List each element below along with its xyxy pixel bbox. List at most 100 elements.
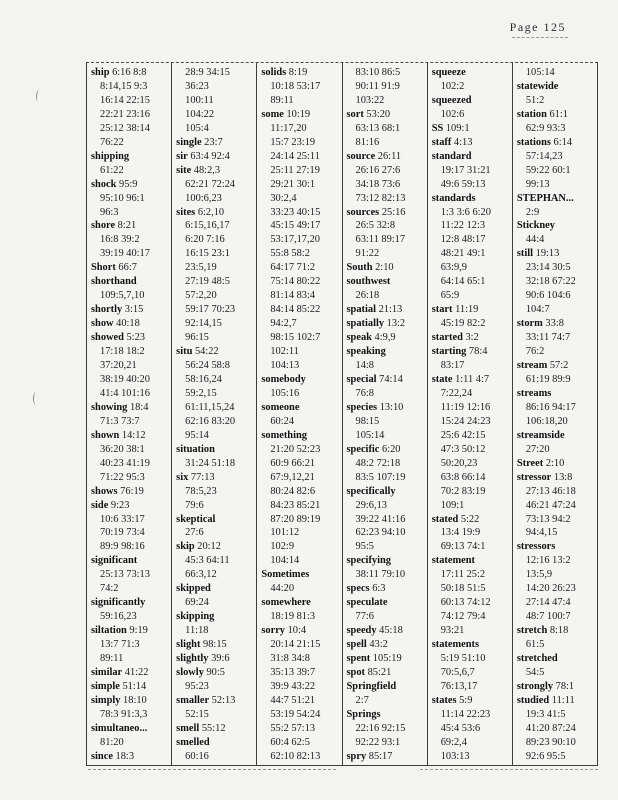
index-entry: spell 43:2 [346, 639, 388, 651]
index-headword: special [346, 373, 377, 385]
index-entry-continuation: 103:13 [440, 750, 470, 762]
index-entry: Stickney [517, 219, 596, 233]
index-headword: showed [91, 332, 124, 344]
index-entry-continuation: 56:24 58:8 [185, 360, 230, 372]
index-entry-continuation: 17:18 18:2 [100, 346, 145, 358]
index-entry-continuation: 83:17 [440, 360, 465, 372]
index-headword: similar [91, 666, 123, 678]
index-entry: shows 76:19 [91, 485, 144, 497]
index-entry: Springfield [347, 680, 426, 694]
index-entry-continuation: 94:4,15 [525, 527, 558, 539]
index-entry-continuation: 24:14 25:11 [270, 150, 320, 162]
index-entry: speculate [347, 596, 426, 610]
index-entry-continuation: 64:17 71:2 [270, 262, 316, 274]
index-entry-continuation: 57:2,20 [185, 290, 217, 302]
index-entry-continuation: 89:11 [270, 94, 294, 106]
index-headword: started [431, 332, 463, 344]
index-entry-continuation: 102:11 [270, 346, 299, 358]
index-column-6: 105:14 statewide 51:2 station 61:1 62:9 93:3… [513, 63, 597, 765]
index-entry-continuation: 16:15 23:1 [185, 248, 230, 260]
index-headword: streams [516, 387, 552, 399]
index-entry-continuation: 8:14,15 9:3 [100, 80, 148, 92]
index-entry: state 1:11 4:7 [431, 373, 490, 385]
index-entry-continuation: 29:21 30:1 [270, 178, 316, 190]
index-entry: slowly 90:5 [176, 666, 225, 678]
index-headword: shortly [91, 304, 123, 316]
index-entry-continuation: 32:18 67:22 [525, 276, 576, 288]
index-entry: staff 4:13 [431, 136, 473, 148]
index-headword: showing [91, 401, 128, 413]
index-headword: Springs [346, 708, 381, 720]
index-entry-continuation: 86:16 94:17 [525, 401, 576, 413]
index-entry-continuation: 106:18,20 [525, 415, 568, 427]
index-entry: simple 51:14 [91, 680, 147, 692]
index-entry-continuation: 10:18 53:17 [270, 80, 321, 92]
index-entry: statements [432, 638, 511, 652]
index-headword: sorry [261, 625, 286, 637]
index-entry-continuation: 19:3 41:5 [525, 708, 566, 720]
index-entry-continuation: 11:22 12:3 [440, 220, 486, 232]
index-entry-continuation: 22:21 23:16 [100, 108, 150, 120]
index-entry: statement [432, 554, 511, 568]
index-entry: side 9:23 [91, 499, 130, 511]
index-entry: smelled [176, 736, 255, 750]
index-entry-continuation: 104:7 [525, 304, 550, 316]
index-entry-continuation: 83:5 107:19 [355, 471, 406, 483]
index-entry: shipping [91, 150, 170, 164]
index-entry-continuation: 55:2 57:13 [270, 722, 316, 734]
index-entry-continuation: 71:22 95:3 [100, 471, 145, 483]
index-entry-continuation: 74:12 79:4 [440, 611, 486, 623]
index-entry-continuation: 37:20,21 [100, 360, 137, 372]
index-headword: some [261, 108, 284, 120]
index-entry-continuation: 79:6 [185, 499, 204, 511]
index-entry: spent 105:19 [346, 653, 402, 665]
index-headword: side [91, 499, 109, 511]
index-entry-continuation: 34:18 73:6 [355, 178, 401, 190]
index-entry-continuation: 96:3 [100, 206, 119, 218]
index-headword: slightly [176, 653, 209, 665]
index-headword: solids [261, 67, 287, 78]
index-headword: South [346, 262, 373, 274]
index-entry-continuation: 7:22,24 [440, 387, 473, 399]
index-entry-continuation: 100:11 [185, 94, 214, 106]
index-entry-continuation: 5:19 51:10 [440, 653, 486, 665]
index-entry-continuation: 70:2 83:19 [440, 485, 486, 497]
index-entry-continuation: 90:11 91:9 [355, 80, 400, 92]
index-entry: showing 18:4 [91, 401, 149, 413]
index-headword: somebody [261, 373, 306, 385]
index-column-4: 83:10 86:5 90:11 91:9 103:22 sort 53:20 63:1… [343, 63, 428, 765]
index-entry-continuation: 92:6 95:5 [525, 750, 566, 762]
index-entry-continuation: 94:2,7 [270, 318, 297, 330]
index-headword: Sometimes [261, 569, 310, 581]
index-entry: some 10:19 [261, 108, 311, 120]
index-entry: South 2:10 [346, 262, 394, 274]
index-entry-continuation: 60:4 62:5 [270, 736, 310, 748]
index-headword: Stickney [516, 220, 555, 232]
index-entry: Street 2:10 [516, 457, 565, 469]
index-headword: squeeze [431, 67, 466, 78]
index-headword: southwest [346, 276, 391, 288]
index-headword: stretched [516, 653, 558, 665]
index-entry-continuation: 44:7 51:21 [270, 694, 316, 706]
index-entry-continuation: 14:20 26:23 [525, 583, 576, 595]
index-entry: states 5:9 [431, 694, 473, 706]
index-entry-continuation: 50:20,23 [440, 457, 478, 469]
index-headword: speaking [346, 346, 386, 358]
index-entry-continuation: 10:6 33:17 [100, 513, 145, 525]
index-headword: specs [346, 583, 370, 595]
index-entry-continuation: 46:21 47:24 [525, 499, 576, 511]
index-entry-continuation: 74:2 [100, 583, 119, 595]
index-entry: stations 6:14 [516, 136, 573, 148]
index-headword: somewhere [261, 597, 311, 609]
index-entry-continuation: 77:6 [355, 611, 374, 623]
index-entry-continuation: 52:15 [185, 708, 209, 720]
index-headword: something [261, 429, 307, 441]
index-headword: states [431, 694, 457, 706]
index-headword: shipping [91, 150, 130, 162]
index-entry: single 23:7 [176, 136, 223, 148]
index-entry-continuation: 61:5 [525, 639, 545, 651]
index-entry: shortly 3:15 [91, 304, 144, 316]
index-entry-continuation: 12:16 13:2 [525, 555, 571, 567]
index-entry: shore 8:21 [91, 220, 137, 232]
index-entry-continuation: 6:15,16,17 [185, 220, 230, 232]
